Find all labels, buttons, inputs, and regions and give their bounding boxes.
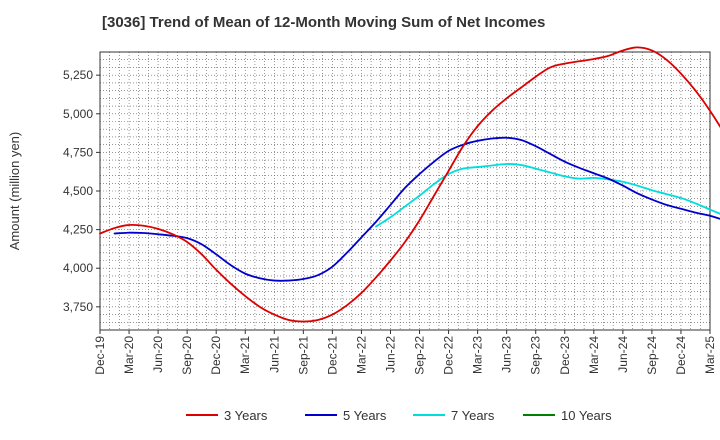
x-tick-label: Jun-23 xyxy=(500,336,514,373)
series-line-7-years xyxy=(375,163,720,228)
x-tick-label: Jun-22 xyxy=(383,336,397,373)
x-tick-label: Sep-22 xyxy=(413,336,427,375)
legend-label: 5 Years xyxy=(343,408,387,423)
x-tick-label: Sep-21 xyxy=(296,336,310,375)
x-tick-label: Sep-23 xyxy=(529,336,543,375)
y-axis-label: Amount (million yen) xyxy=(7,132,22,251)
x-tick-label: Mar-23 xyxy=(471,336,485,374)
legend-label: 3 Years xyxy=(224,408,268,423)
y-tick-label: 5,250 xyxy=(63,68,93,82)
x-tick-label: Dec-19 xyxy=(93,336,107,375)
legend-label: 7 Years xyxy=(451,408,495,423)
x-tick-label: Jun-20 xyxy=(151,336,165,373)
x-tick-label: Mar-22 xyxy=(354,336,368,374)
x-tick-label: Mar-25 xyxy=(703,336,717,374)
y-axis: 3,750 4,000 4,250 4,500 4,750 5,000 5,250 xyxy=(63,68,100,314)
plot-area xyxy=(100,52,710,330)
y-tick-label: 3,750 xyxy=(63,300,93,314)
series-line-5-years xyxy=(113,136,720,282)
y-tick-label: 4,750 xyxy=(63,145,93,159)
series-line-3-years xyxy=(99,46,720,323)
x-tick-label: Sep-24 xyxy=(645,336,659,375)
series-layer xyxy=(99,46,720,323)
x-tick-label: Dec-21 xyxy=(325,336,339,375)
y-tick-label: 4,000 xyxy=(63,261,93,275)
y-tick-label: 4,500 xyxy=(63,184,93,198)
x-tick-label: Jun-21 xyxy=(267,336,281,373)
x-tick-label: Jun-24 xyxy=(616,336,630,373)
x-tick-label: Mar-24 xyxy=(587,336,601,374)
x-axis: Dec-19 Mar-20 Jun-20 Sep-20 Dec-20 Mar-21 Jun-… xyxy=(93,330,717,375)
x-tick-label: Mar-21 xyxy=(238,336,252,374)
x-tick-label: Sep-20 xyxy=(180,336,194,375)
chart-title: [3036] Trend of Mean of 12-Month Moving … xyxy=(102,14,546,31)
x-tick-label: Dec-24 xyxy=(674,336,688,375)
x-tick-label: Dec-22 xyxy=(442,336,456,375)
x-tick-label: Dec-23 xyxy=(558,336,572,375)
legend: 3 Years 5 Years 7 Years 10 Years xyxy=(186,408,612,423)
y-tick-label: 5,000 xyxy=(63,107,93,121)
x-tick-label: Mar-20 xyxy=(122,336,136,374)
x-tick-label: Dec-20 xyxy=(209,336,223,375)
legend-label: 10 Years xyxy=(561,408,612,423)
y-tick-label: 4,250 xyxy=(63,223,93,237)
